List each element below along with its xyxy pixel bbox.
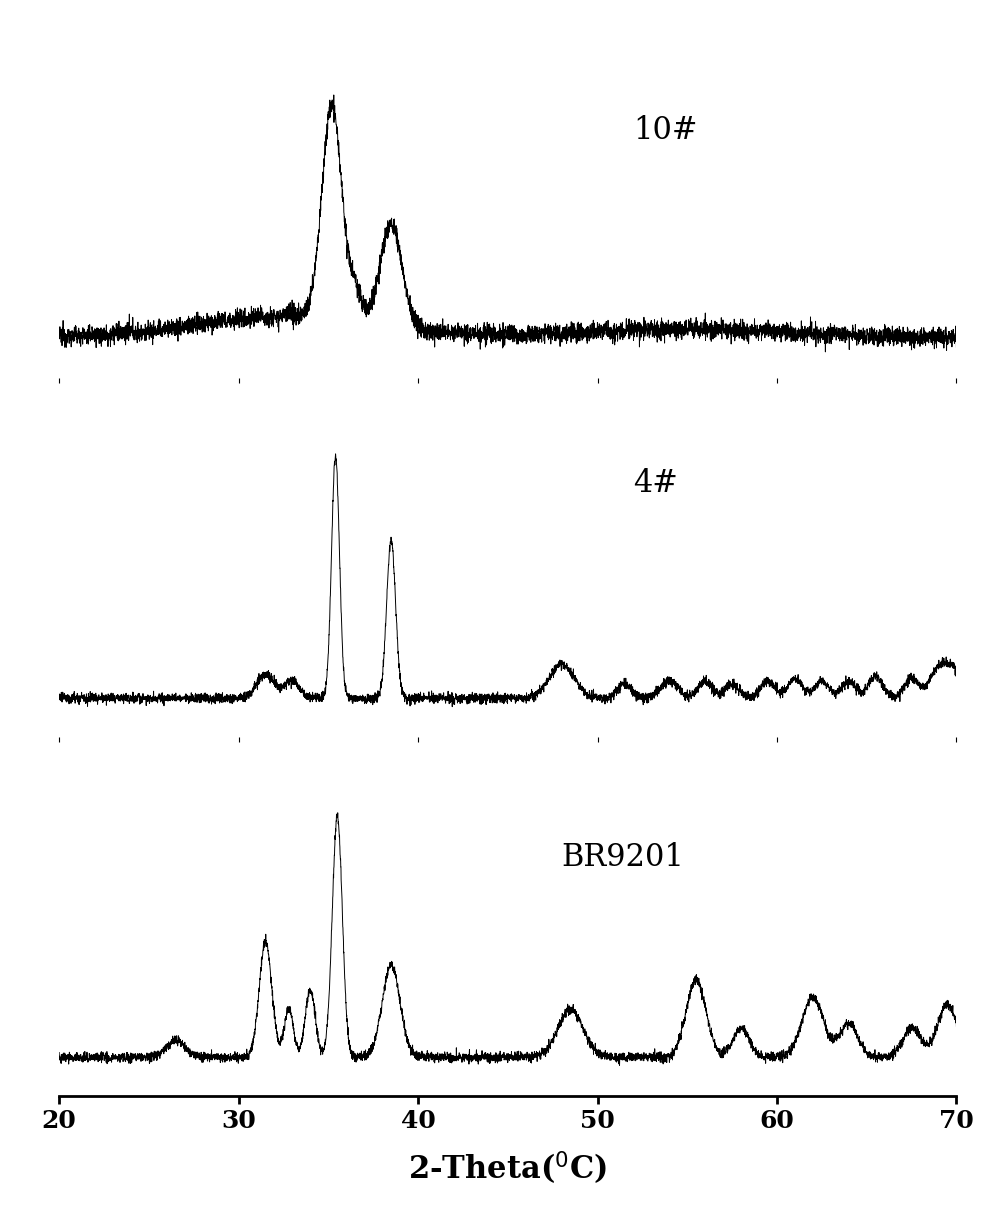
X-axis label: 2-Theta($^{0}$C): 2-Theta($^{0}$C)	[408, 1150, 607, 1188]
Text: 4#: 4#	[633, 469, 678, 499]
Text: 10#: 10#	[633, 116, 698, 146]
Text: BR9201: BR9201	[562, 842, 684, 873]
